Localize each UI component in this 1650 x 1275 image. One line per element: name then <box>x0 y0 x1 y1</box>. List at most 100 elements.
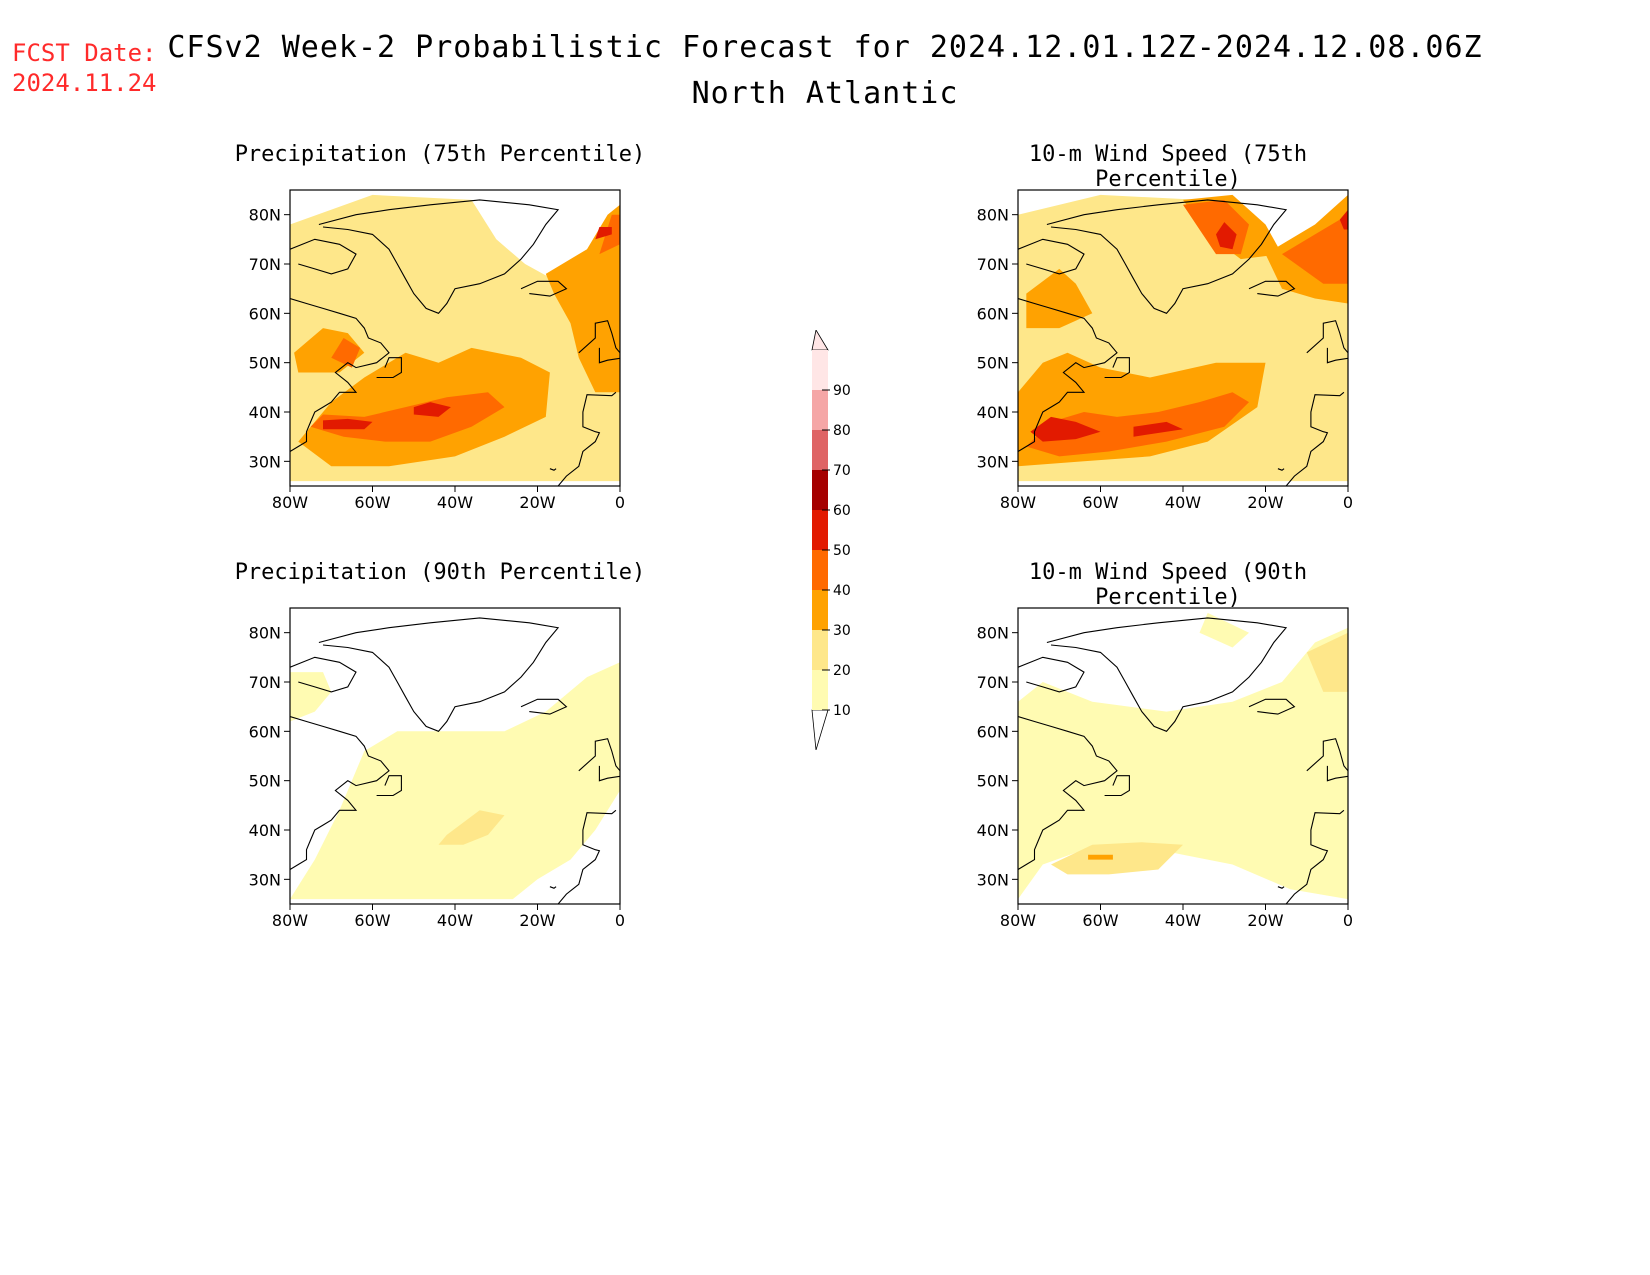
probability-contour-10 <box>290 662 620 900</box>
map-precip-90: 80N 70N 60N 50N 40N 30N 80W 60W 40W 20W 0 <box>249 607 625 930</box>
lat-tick-label: 80N <box>249 624 281 643</box>
lon-tick-label: 0 <box>1343 911 1353 930</box>
probability-contour-50 <box>1030 416 1101 442</box>
map-precip-75: 80N 70N 60N 50N 40N 30N 80W 60W 40W 20W 0 <box>249 189 625 512</box>
lon-tick-label: 60W <box>1082 911 1118 930</box>
colorbar-swatch-50 <box>812 510 828 550</box>
coastline <box>1018 238 1085 275</box>
lat-tick-label: 50N <box>249 354 281 373</box>
coastline <box>1248 698 1296 715</box>
lat-tick-label: 70N <box>977 255 1009 274</box>
lon-tick-label: 80W <box>1000 911 1036 930</box>
lon-tick-label: 0 <box>615 493 625 512</box>
lat-tick-label: 40N <box>977 403 1009 422</box>
colorbar-label: 80 <box>833 423 851 439</box>
field-layer <box>1018 608 1348 904</box>
probability-contour-50 <box>413 402 451 417</box>
lon-tick-label: 20W <box>1247 493 1283 512</box>
lon-tick-label: 60W <box>354 911 390 930</box>
colorbar-swatch-20 <box>812 630 828 670</box>
map-wind-90: 80N 70N 60N 50N 40N 30N 80W 60W 40W 20W 0 <box>977 607 1353 930</box>
lon-tick-label: 80W <box>1000 493 1036 512</box>
coastline <box>549 886 557 889</box>
probability-contour-20 <box>1051 842 1183 875</box>
lat-tick-label: 40N <box>249 403 281 422</box>
field-layer <box>1018 190 1348 486</box>
coastline <box>376 775 402 797</box>
lon-tick-label: 60W <box>1082 493 1118 512</box>
lat-tick-label: 70N <box>249 255 281 274</box>
coastline <box>520 280 568 297</box>
lon-tick-label: 80W <box>272 493 308 512</box>
probability-contour-50 <box>323 418 373 430</box>
probability-contour-10 <box>1199 612 1249 648</box>
lat-tick-label: 40N <box>249 821 281 840</box>
lat-tick-label: 60N <box>977 304 1009 323</box>
lat-tick-label: 80N <box>977 624 1009 643</box>
coastline <box>557 809 617 904</box>
lon-tick-label: 20W <box>519 493 555 512</box>
colorbar-swatch-30 <box>812 590 828 630</box>
coastline <box>1277 468 1285 471</box>
coastline <box>557 391 617 486</box>
coastline <box>290 715 390 870</box>
lat-tick-label: 70N <box>977 673 1009 692</box>
region-subtitle: North Atlantic <box>691 76 959 111</box>
coastline <box>290 297 390 452</box>
lon-tick-label: 40W <box>1165 911 1201 930</box>
colorbar-label: 20 <box>833 663 851 679</box>
probability-contour-40 <box>331 338 361 368</box>
probability-contour-50 <box>595 227 612 240</box>
lon-tick-label: 60W <box>354 493 390 512</box>
lat-tick-label: 60N <box>249 722 281 741</box>
coastline <box>318 199 560 314</box>
lon-tick-label: 40W <box>437 911 473 930</box>
coastline <box>290 656 357 693</box>
panel-title: Precipitation (90th Percentile) <box>234 560 646 585</box>
coastline <box>1285 809 1345 904</box>
probability-contour-20 <box>438 810 505 845</box>
lon-tick-label: 20W <box>1247 911 1283 930</box>
lat-tick-label: 80N <box>249 206 281 225</box>
coastline <box>520 698 568 715</box>
colorbar-swatch-70 <box>812 430 828 470</box>
lat-tick-label: 30N <box>249 870 281 889</box>
colorbar: 10 20 30 40 50 60 70 80 90 <box>811 330 851 750</box>
lat-tick-label: 60N <box>249 304 281 323</box>
lat-tick-label: 70N <box>249 673 281 692</box>
probability-contour-20 <box>1306 632 1348 692</box>
lat-tick-label: 30N <box>977 452 1009 471</box>
coastline <box>290 238 357 275</box>
coastline <box>1046 617 1288 732</box>
coastline <box>578 738 620 782</box>
coastline <box>318 617 560 732</box>
panel-wind-75: 10-m Wind Speed (75th Percentile) 80N 70N… <box>958 142 1378 522</box>
colorbar-swatch-60 <box>812 470 828 510</box>
lon-tick-label: 40W <box>437 493 473 512</box>
panel-title: Precipitation (75th Percentile) <box>234 142 646 167</box>
colorbar-label: 70 <box>833 463 851 479</box>
forecast-date-label: FCST Date: 2024.11.24 <box>12 38 157 98</box>
probability-contour-50 <box>1133 421 1183 437</box>
panel-title: 10-m Wind Speed (75th Percentile) <box>1028 142 1308 192</box>
coastline <box>1285 391 1345 486</box>
lat-tick-label: 40N <box>977 821 1009 840</box>
probability-contour-10 <box>290 672 332 722</box>
probability-contour-10 <box>1018 627 1348 900</box>
colorbar-label: 30 <box>833 623 851 639</box>
fcst-date-heading: FCST Date: <box>12 39 157 67</box>
panel-precip-90: Precipitation (90th Percentile) 80N 70N 60… <box>230 560 650 940</box>
probability-contour-40 <box>1026 392 1249 457</box>
colorbar-label: 90 <box>833 383 851 399</box>
coastline <box>1248 280 1296 297</box>
probability-contour-50 <box>1216 222 1237 250</box>
colorbar-label: 60 <box>833 503 851 519</box>
colorbar-swatch-10 <box>812 670 828 710</box>
colorbar-label: 40 <box>833 583 851 599</box>
colorbar-top-arrow <box>811 330 829 351</box>
colorbar-swatch-80 <box>812 390 828 430</box>
coastline <box>1018 297 1118 452</box>
colorbar-swatch-40 <box>812 550 828 590</box>
panel-precip-75: Precipitation (75th Percentile) 80N 70N 60… <box>230 142 650 522</box>
field-layer <box>290 190 620 486</box>
